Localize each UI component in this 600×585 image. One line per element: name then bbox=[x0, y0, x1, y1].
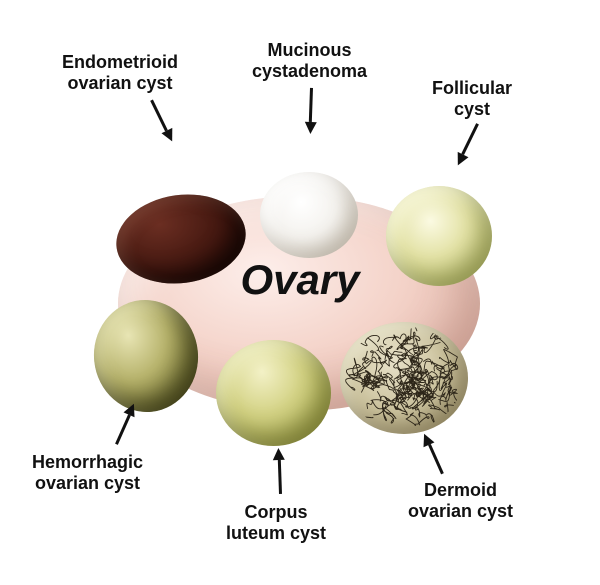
label-dermoid: Dermoid ovarian cyst bbox=[408, 480, 513, 521]
label-hemorrhagic: Hemorrhagic ovarian cyst bbox=[32, 452, 143, 493]
cyst-follicular bbox=[386, 186, 492, 286]
cyst-mucinous bbox=[260, 172, 358, 258]
ovary-title: Ovary bbox=[240, 256, 359, 304]
label-follicular: Follicular cyst bbox=[432, 78, 512, 119]
cyst-corpus bbox=[216, 340, 331, 446]
diagram-root: Ovary Endometrioid ovarian cyst Mucinous… bbox=[0, 0, 600, 585]
label-mucinous: Mucinous cystadenoma bbox=[252, 40, 367, 81]
label-corpus: Corpus luteum cyst bbox=[226, 502, 326, 543]
label-endometrioid: Endometrioid ovarian cyst bbox=[62, 52, 178, 93]
dermoid-hair-icon bbox=[340, 322, 468, 434]
cyst-dermoid bbox=[340, 322, 468, 434]
